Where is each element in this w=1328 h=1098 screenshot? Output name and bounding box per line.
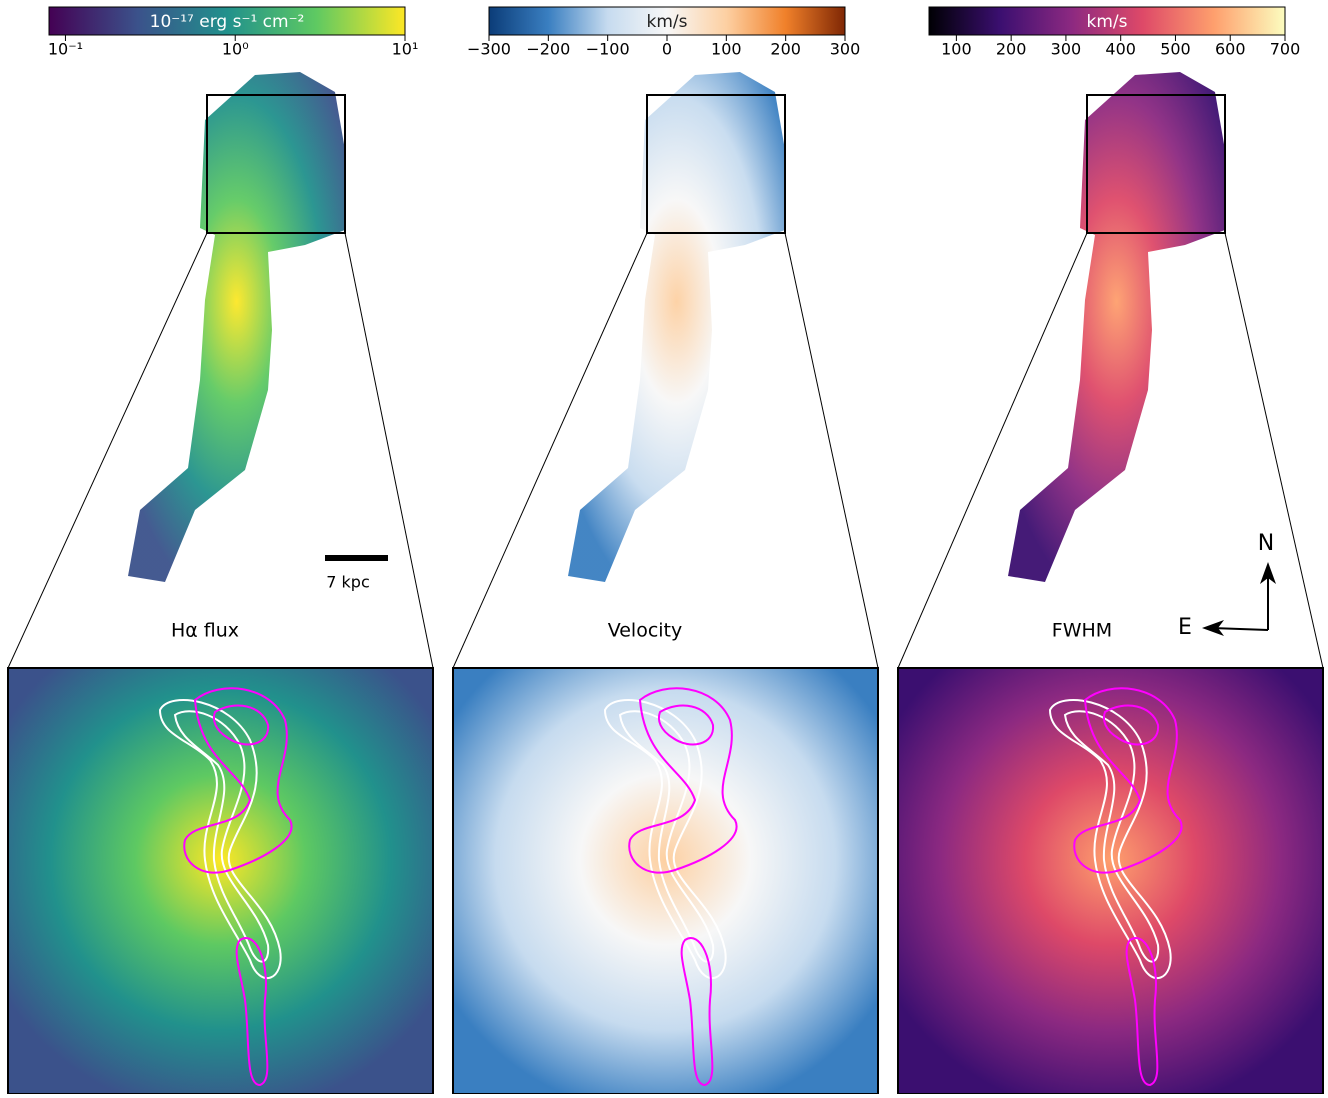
zoom-box — [646, 94, 786, 234]
zoom-connector — [7, 232, 208, 669]
zoom-connector — [897, 232, 1088, 669]
tick-label: 700 — [1270, 40, 1301, 59]
tick-label: 0 — [662, 40, 672, 59]
scale-bar-label: 7 kpc — [326, 573, 369, 592]
north-arrowhead — [1260, 562, 1276, 584]
contour-magenta — [628, 687, 738, 874]
contours — [603, 687, 738, 1087]
east-arrowhead — [1202, 620, 1224, 636]
zoom-image — [453, 668, 878, 1094]
panel-title: Hα flux — [171, 620, 239, 642]
colorbar — [48, 6, 406, 36]
zoom-box — [1086, 94, 1226, 234]
east-arrow — [1211, 627, 1269, 631]
tick-label: 100 — [711, 40, 742, 59]
contour-white — [173, 710, 270, 963]
contour-white — [618, 710, 715, 963]
zoom-connector — [1224, 232, 1324, 669]
tick-label: −300 — [467, 40, 511, 59]
tick-label: 300 — [1051, 40, 1082, 59]
panel-title: Velocity — [608, 620, 683, 642]
tick-label: 10¹ — [392, 40, 419, 59]
zoom-connector — [784, 232, 879, 669]
tick-label: 10⁻¹ — [48, 40, 83, 59]
tick-label: −200 — [526, 40, 570, 59]
tick-label: 200 — [996, 40, 1027, 59]
tick-label: 500 — [1160, 40, 1191, 59]
map-image — [128, 72, 345, 582]
zoom-connector — [452, 232, 648, 669]
contour-magenta — [1125, 937, 1159, 1087]
colorbar — [928, 6, 1286, 36]
contour-magenta — [1073, 687, 1183, 874]
zoom-connector — [344, 232, 434, 669]
tick-label: 100 — [941, 40, 972, 59]
colorbar-label: km/s — [1087, 12, 1128, 32]
contour-white — [1063, 710, 1160, 963]
tick-label: 10⁰ — [222, 40, 249, 59]
contours — [1048, 687, 1183, 1087]
contour-magenta — [183, 687, 293, 874]
zoom-image — [8, 668, 433, 1094]
colorbar-label: 10⁻¹⁷ erg s⁻¹ cm⁻² — [150, 12, 305, 32]
zoom-image — [898, 668, 1323, 1094]
colorbar-label: km/s — [647, 12, 688, 32]
colorbar — [488, 6, 846, 36]
map-image — [1008, 72, 1225, 582]
contours — [158, 687, 293, 1087]
contour-magenta — [657, 704, 715, 746]
contour-magenta — [1102, 704, 1160, 746]
tick-label: −100 — [586, 40, 630, 59]
map-image — [568, 72, 785, 582]
panel-title: FWHM — [1052, 620, 1112, 642]
tick-label: 200 — [770, 40, 801, 59]
north-label: N — [1258, 531, 1274, 556]
contour-magenta — [235, 937, 269, 1087]
tick-label: 400 — [1105, 40, 1136, 59]
zoom-box — [206, 94, 346, 234]
contour-magenta — [680, 937, 714, 1087]
tick-label: 300 — [830, 40, 861, 59]
east-label: E — [1178, 615, 1192, 640]
contour-magenta — [212, 704, 270, 746]
tick-label: 600 — [1215, 40, 1246, 59]
